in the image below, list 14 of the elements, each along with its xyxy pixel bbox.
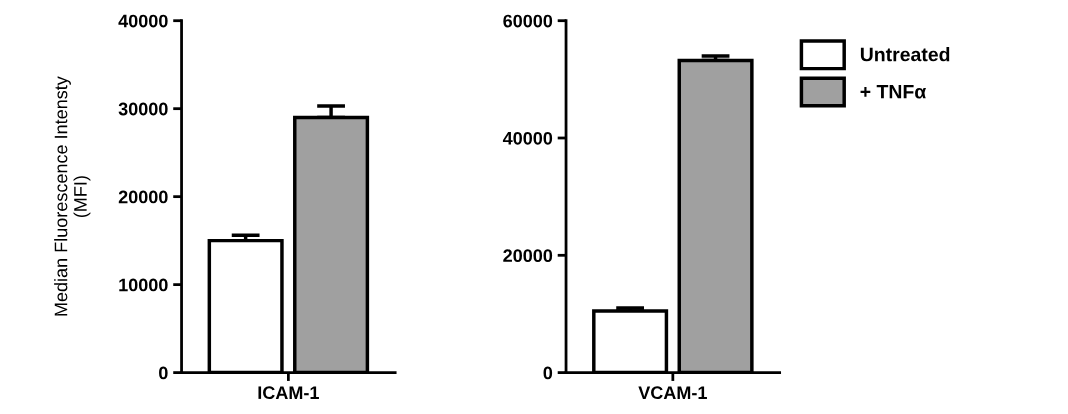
y-tick-label: 30000 xyxy=(118,102,168,116)
y-tick-label: 20000 xyxy=(118,190,168,204)
legend-label: + TNFα xyxy=(860,85,927,99)
x-tick-label: VCAM-1 xyxy=(638,386,707,400)
y-tick-label: 0 xyxy=(543,366,553,380)
y-tick-label: 20000 xyxy=(503,249,553,263)
y-tick-label: 0 xyxy=(159,366,168,380)
y-tick-label: 40000 xyxy=(118,14,168,28)
y-tick-label: 10000 xyxy=(119,278,168,292)
y-tick-label: 40000 xyxy=(502,131,553,145)
y-tick-label: 60000 xyxy=(503,14,553,28)
x-tick-label: ICAM-1 xyxy=(258,386,319,400)
y-axis-title: Median Fluorescence Intensty (MFI) xyxy=(54,76,91,316)
legend-label: Untreated xyxy=(860,47,950,62)
